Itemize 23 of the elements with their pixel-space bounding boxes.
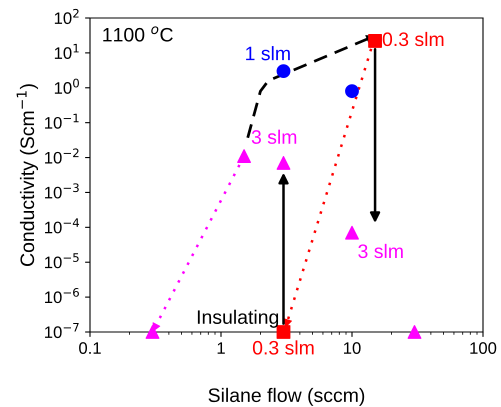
y-tick-label: 10$^{2}$ bbox=[54, 8, 79, 24]
series-label: 1 slm bbox=[246, 46, 290, 60]
y-tick-label: 10$^{−2}$ bbox=[45, 148, 79, 164]
x-tick-label: 10 bbox=[344, 342, 361, 354]
y-tick-label: 10$^{−6}$ bbox=[45, 288, 79, 304]
series-label: 0.3 slm bbox=[252, 340, 314, 355]
series-label: 3 slm bbox=[252, 130, 296, 144]
y-tick-label: 10$^{0}$ bbox=[54, 78, 79, 94]
y-tick-label: 10$^{−4}$ bbox=[45, 218, 80, 234]
y-tick-label: 10$^{−7}$ bbox=[45, 323, 79, 338]
y-tick-label: 10$^{−1}$ bbox=[45, 114, 79, 129]
annotation: 1100 $^{o}$C bbox=[103, 26, 173, 42]
x-tick-label: 0.1 bbox=[79, 342, 101, 354]
y-tick-label: 10$^{−5}$ bbox=[45, 253, 79, 268]
x-axis-title: Silane flow (sccm) bbox=[208, 388, 364, 406]
annotation: Insulating bbox=[198, 310, 278, 328]
x-tick-label: 1 bbox=[218, 342, 225, 354]
y-tick-label: 10$^{−3}$ bbox=[45, 183, 79, 199]
series-label: 3 slm bbox=[358, 244, 403, 258]
y-tick-label: 10$^{1}$ bbox=[54, 44, 79, 59]
series-label: 0.3 slm bbox=[382, 32, 444, 46]
y-axis-title: Conductivity (Scm$^{−1}$) bbox=[16, 84, 38, 266]
x-tick-label: 100 bbox=[470, 342, 496, 354]
